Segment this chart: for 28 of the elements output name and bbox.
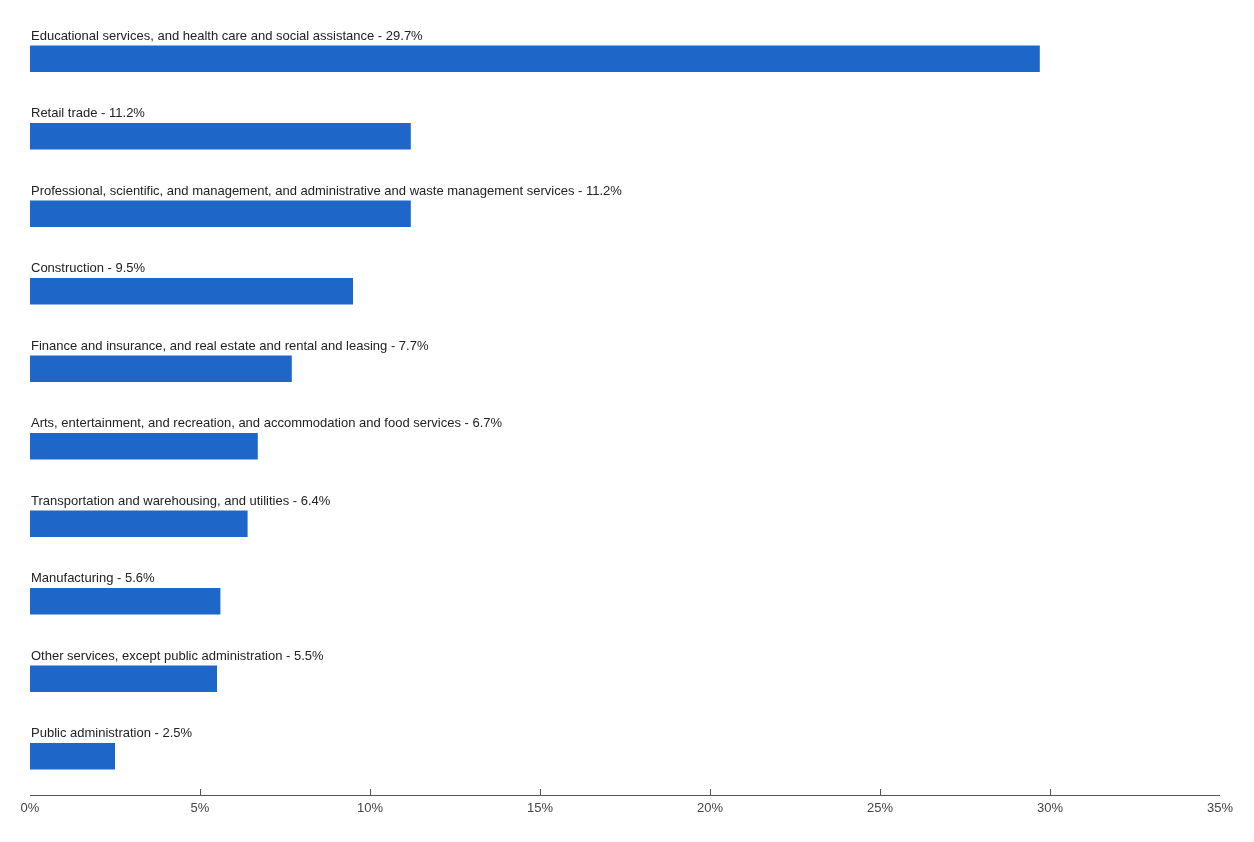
bar [30, 278, 353, 305]
bar [30, 355, 292, 382]
y-tick-label: Other services, except public administration - 5.5% [31, 648, 325, 663]
x-tick-label: 0% [20, 799, 40, 815]
y-tick-label: Finance and insurance, and real estate and rental and leasing - 7.7% [31, 338, 429, 353]
x-tick-label: 20% [696, 799, 724, 815]
y-tick-label: Retail trade - 11.2% [31, 105, 146, 120]
bar [30, 510, 248, 537]
x-tick-label: 15% [526, 799, 554, 815]
bar [30, 433, 258, 460]
x-tick-label: 5% [190, 799, 210, 815]
y-tick-label: Public administration - 2.5% [31, 725, 193, 740]
x-tick-label: 25% [866, 799, 894, 815]
y-tick-label: Educational services, and health care and social assistance - 29.7% [31, 28, 424, 43]
y-tick-label: Manufacturing - 5.6% [31, 570, 155, 585]
y-tick-label: Professional, scientific, and management, and administrative and waste management services - 11.2% [31, 183, 623, 198]
bar [30, 123, 411, 150]
bar [30, 743, 115, 770]
y-tick-label: Arts, entertainment, and recreation, and accommodation and food services - 6.7% [31, 415, 503, 430]
bar [30, 665, 217, 692]
bar [30, 45, 1040, 72]
bar [30, 588, 221, 615]
x-tick-label: 30% [1036, 799, 1064, 815]
x-tick-label: 10% [356, 799, 384, 815]
bar [30, 200, 411, 227]
y-tick-label: Transportation and warehousing, and utilities - 6.4% [31, 493, 331, 508]
y-tick-label: Construction - 9.5% [31, 260, 146, 275]
x-tick-label: 35% [1206, 799, 1234, 815]
